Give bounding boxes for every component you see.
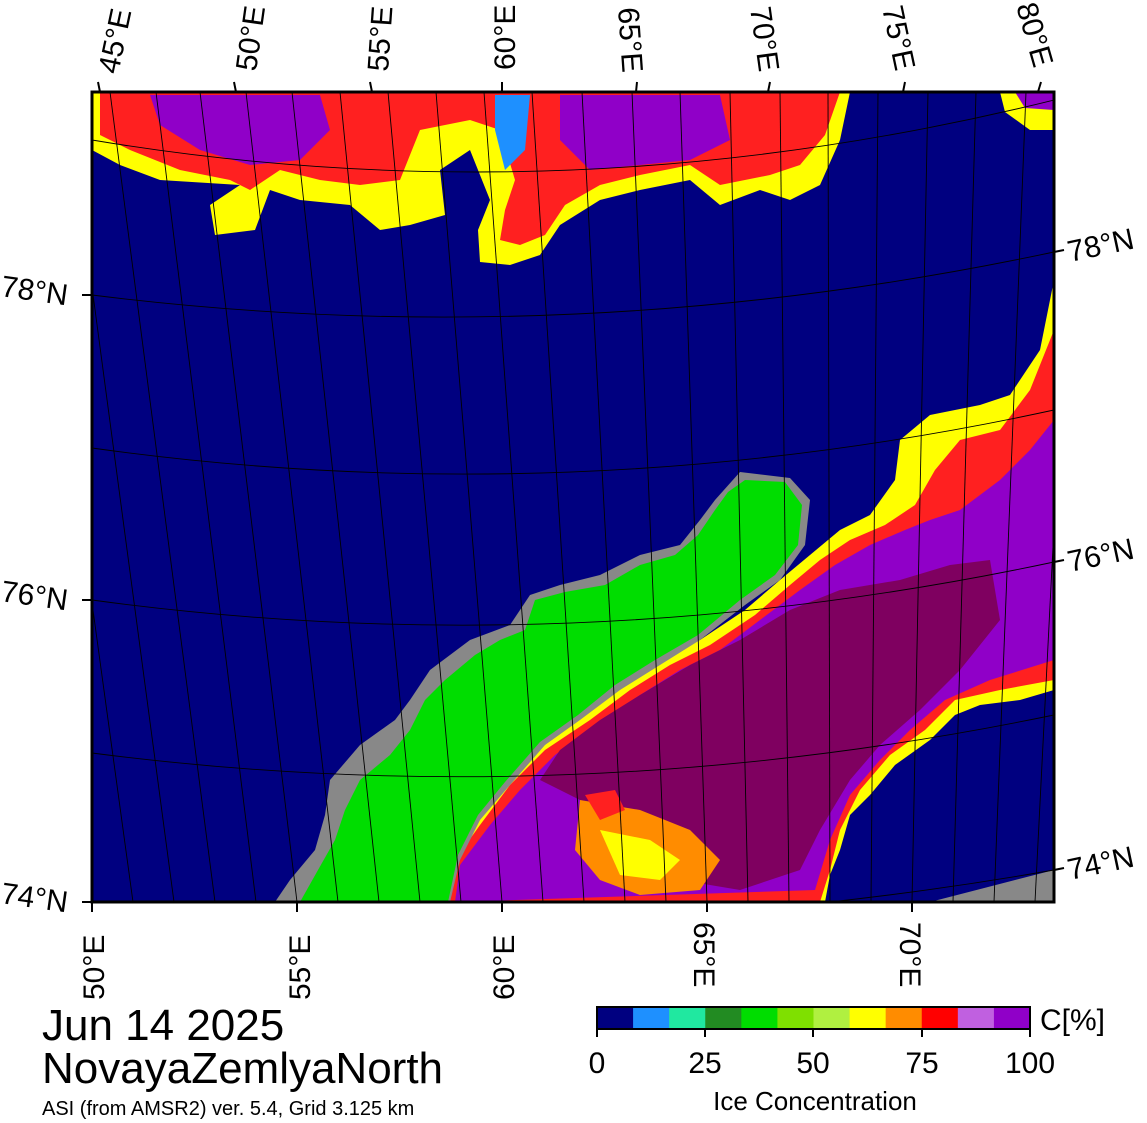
colorbar-swatch bbox=[957, 1007, 995, 1029]
top-lon-label: 65°E bbox=[611, 6, 648, 74]
right-lat-label: 76°N bbox=[1065, 533, 1137, 579]
colorbar-swatch bbox=[777, 1007, 814, 1029]
map-source: ASI (from AMSR2) ver. 5.4, Grid 3.125 km bbox=[42, 1098, 414, 1120]
colorbar-ticks bbox=[596, 1029, 1031, 1037]
colorbar-swatch bbox=[849, 1007, 887, 1029]
colorbar-tick-label: 25 bbox=[688, 1047, 721, 1080]
colorbar-label: Ice Concentration bbox=[713, 1086, 917, 1116]
colorbar-swatch bbox=[921, 1007, 959, 1029]
colorbar-swatch bbox=[741, 1007, 778, 1029]
right-lat-label: 78°N bbox=[1065, 223, 1137, 269]
map-frame bbox=[90, 90, 1056, 904]
colorbar-swatch bbox=[633, 1007, 670, 1029]
bottom-lon-label: 60°E bbox=[488, 935, 521, 1000]
top-lon-label: 50°E bbox=[230, 4, 272, 73]
top-lon-label: 55°E bbox=[362, 5, 399, 73]
top-lon-labels: 45°E 50°E 55°E 60°E 65°E 70°E 75°E 80°E bbox=[93, 0, 1059, 76]
left-lat-label: 76°N bbox=[0, 575, 70, 617]
colorbar-unit: C[%] bbox=[1040, 1004, 1105, 1037]
land-mask-se bbox=[930, 870, 1054, 902]
ice-dip-warm-2 bbox=[600, 830, 680, 880]
graticule-lon bbox=[92, 92, 1054, 902]
bottom-lon-label: 70°E bbox=[893, 922, 926, 987]
bottom-lon-label: 50°E bbox=[78, 935, 111, 1000]
colorbar-swatch bbox=[597, 1007, 634, 1029]
land-novaya-zemlya bbox=[300, 480, 802, 902]
left-lat-label: 74°N bbox=[0, 877, 70, 919]
colorbar-tick-label: 50 bbox=[796, 1047, 829, 1080]
ice-ne-corner-core bbox=[1015, 92, 1054, 110]
top-lon-label: 45°E bbox=[93, 6, 139, 77]
map-area bbox=[92, 92, 1054, 902]
ice-max-east bbox=[540, 560, 1000, 890]
colorbar-tick-label: 75 bbox=[905, 1047, 938, 1080]
axis-ticks bbox=[82, 81, 1065, 912]
map-region: NovayaZemlyaNorth bbox=[42, 1044, 443, 1093]
colorbar-tick-label: 100 bbox=[1005, 1047, 1055, 1080]
bottom-lon-labels: 50°E 55°E 60°E 65°E 70°E bbox=[78, 922, 926, 1000]
graticule-lat bbox=[92, 99, 1054, 902]
colorbar-swatch bbox=[885, 1007, 923, 1029]
colorbar-tick-label: 0 bbox=[589, 1047, 606, 1080]
bottom-lon-label: 55°E bbox=[284, 935, 317, 1000]
bottom-lon-label: 65°E bbox=[687, 922, 720, 987]
colorbar-tick-labels: 0 25 50 75 100 bbox=[589, 1047, 1055, 1080]
top-lon-label: 60°E bbox=[489, 5, 522, 70]
top-lon-label: 80°E bbox=[1009, 0, 1059, 71]
colorbar-swatch bbox=[993, 1007, 1031, 1029]
top-lon-label: 70°E bbox=[743, 4, 785, 73]
map-date: Jun 14 2025 bbox=[42, 1001, 284, 1050]
colorbar-swatch bbox=[669, 1007, 706, 1029]
top-lon-label: 75°E bbox=[875, 3, 921, 74]
colorbar-swatch bbox=[813, 1007, 851, 1029]
colorbar bbox=[597, 1007, 1031, 1029]
right-lat-label: 74°N bbox=[1065, 841, 1137, 887]
colorbar-swatch bbox=[705, 1007, 742, 1029]
ice-dip-red bbox=[585, 790, 625, 820]
open-lead-north bbox=[495, 95, 530, 170]
left-lat-label: 78°N bbox=[0, 270, 70, 312]
